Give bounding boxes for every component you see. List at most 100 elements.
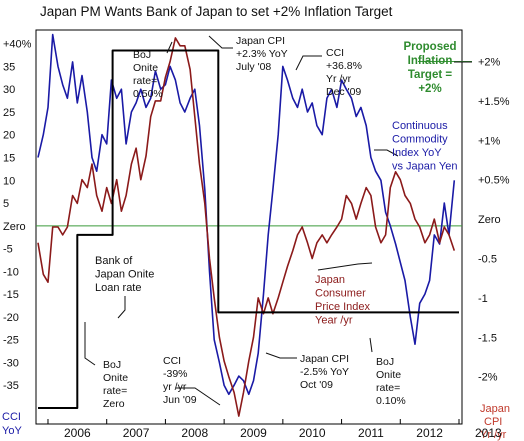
x-tick-label: 2012: [416, 426, 443, 440]
annotation-text: Dec '09: [326, 86, 361, 98]
annotation-leader: [84, 322, 96, 366]
left-tick-label: -20: [3, 312, 19, 324]
annotation-text: BoJ: [133, 49, 151, 61]
left-tick-label: -15: [3, 289, 19, 301]
left-tick-label: 30: [3, 84, 15, 96]
right-tick-label: -0.5: [478, 254, 497, 266]
annotation-text: Index YoY: [392, 147, 442, 159]
annotation-leader: [265, 352, 297, 359]
right-axis-label: Yr /yr: [480, 429, 507, 441]
right-tick-label: -1.5: [478, 332, 497, 344]
annotation-text: +2.3% YoY: [236, 48, 288, 60]
left-tick-label: -10: [3, 266, 19, 278]
x-tick-label: 2008: [181, 426, 208, 440]
annotation-text: Year /yr: [315, 315, 353, 327]
series-line-1: [37, 37, 456, 417]
annotation-text: Japan CPI: [236, 35, 285, 47]
left-tick-label: 35: [3, 61, 15, 73]
left-tick-label: Zero: [3, 221, 26, 233]
annotation-text: rate=: [103, 385, 127, 397]
right-tick-label: +2%: [478, 57, 501, 69]
x-tick-label: 2006: [64, 426, 91, 440]
annotation-text: Onite: [376, 369, 401, 381]
annotation-text: Bank of: [95, 255, 133, 267]
x-tick-label: 2010: [299, 426, 326, 440]
annotation-text: yr /yr: [163, 381, 187, 393]
axes: +40% 35 30 25 20 15 10 5 Zero -5 -10 -15 -20 -25 -30 -3…: [2, 39, 510, 441]
right-axis-label: Japan: [480, 403, 510, 415]
left-axis-label: YoY: [2, 425, 22, 437]
annotation-text: CCI: [326, 47, 344, 59]
annotation-leaders: [84, 35, 472, 406]
annotation-text: 0.10%: [376, 395, 406, 407]
right-tick-label: +1%: [478, 135, 501, 147]
annotation-text: vs Japan Yen: [392, 161, 457, 173]
annotation-leader: [295, 55, 322, 71]
annotation-leader: [317, 262, 373, 271]
annotation-leader: [166, 41, 173, 54]
left-tick-label: 15: [3, 153, 15, 165]
annotation-text: Jun '09: [163, 394, 197, 406]
annotation-leader: [117, 296, 126, 319]
left-tick-label: 5: [3, 198, 9, 210]
annotation-leader: [374, 149, 399, 157]
annotation-text: rate=: [133, 75, 157, 87]
chart-title: Japan PM Wants Bank of Japan to set +2% …: [40, 4, 393, 19]
series-line-0: [37, 33, 456, 396]
series-line-2: [38, 49, 459, 409]
right-axis-label: CPI: [484, 416, 502, 428]
annotation-text: Proposed: [403, 41, 456, 53]
annotation-text: Japan CPI: [300, 353, 349, 365]
annotation-text: Oct '09: [300, 379, 333, 391]
annotation-text: 0.50%: [133, 88, 163, 100]
annotation-text: Japan: [315, 274, 345, 286]
annotation-text: Yr /yr: [326, 73, 352, 85]
left-axis-label: CCI: [2, 411, 21, 423]
annotation-leader: [208, 35, 233, 49]
plot-area: [35, 29, 463, 425]
right-tick-label: -1: [478, 293, 488, 305]
left-tick-label: 20: [3, 130, 15, 142]
right-tick-label: +1.5%: [478, 96, 510, 108]
x-tick-label: 2011: [358, 426, 384, 440]
annotation-text: Onite: [103, 372, 128, 384]
annotation-text: Target =: [408, 69, 452, 81]
annotation-text: BoJ: [103, 359, 121, 371]
x-tick-label: 2009: [240, 426, 267, 440]
annotation-text: +36.8%: [326, 60, 362, 72]
left-tick-label: 25: [3, 107, 15, 119]
plot-border: [35, 29, 463, 425]
x-tick-label: 2013: [475, 426, 502, 440]
x-tick-label: 2007: [123, 426, 150, 440]
right-tick-label: Zero: [478, 214, 501, 226]
annotation-text: Consumer: [315, 288, 366, 300]
annotation-text: Inflation: [408, 55, 453, 67]
series-lines: [37, 33, 459, 417]
right-tick-label: +0.5%: [478, 175, 510, 187]
left-tick-label: -25: [3, 335, 19, 347]
annotation-text: July '08: [236, 61, 271, 73]
annotation-text: Zero: [103, 398, 125, 410]
annotation-text: Onite: [133, 62, 158, 74]
left-tick-label: -30: [3, 357, 19, 369]
left-tick-label: 10: [3, 175, 15, 187]
annotation-text: -2.5% YoY: [300, 366, 349, 378]
annotation-text: Japan Onite: [95, 269, 154, 281]
annotation-text: -39%: [163, 368, 188, 380]
annotation-text: Commodity: [392, 134, 448, 146]
annotation-leader: [176, 387, 221, 406]
left-tick-label: +40%: [3, 39, 32, 51]
annotation-text: Loan rate: [95, 282, 141, 294]
annotation-leader: [369, 337, 373, 353]
annotation-text: +2%: [418, 83, 441, 95]
annotation-text: BoJ: [376, 356, 394, 368]
annotation-text: Continuous: [392, 120, 448, 132]
left-tick-label: -5: [3, 244, 13, 256]
right-tick-label: -2%: [478, 372, 498, 384]
annotation-text: rate=: [376, 382, 400, 394]
left-tick-label: -35: [3, 380, 19, 392]
annotation-text: Price Index: [315, 301, 371, 313]
